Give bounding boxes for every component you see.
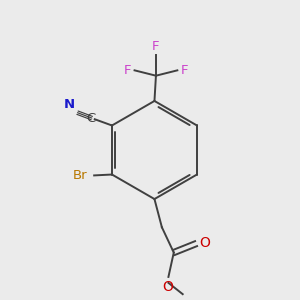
Text: C: C — [86, 112, 95, 125]
Text: F: F — [152, 40, 160, 53]
Text: F: F — [124, 64, 132, 77]
Text: O: O — [199, 236, 210, 250]
Text: O: O — [162, 280, 173, 295]
Text: Br: Br — [73, 169, 88, 182]
Text: N: N — [63, 98, 74, 111]
Text: F: F — [180, 64, 188, 77]
